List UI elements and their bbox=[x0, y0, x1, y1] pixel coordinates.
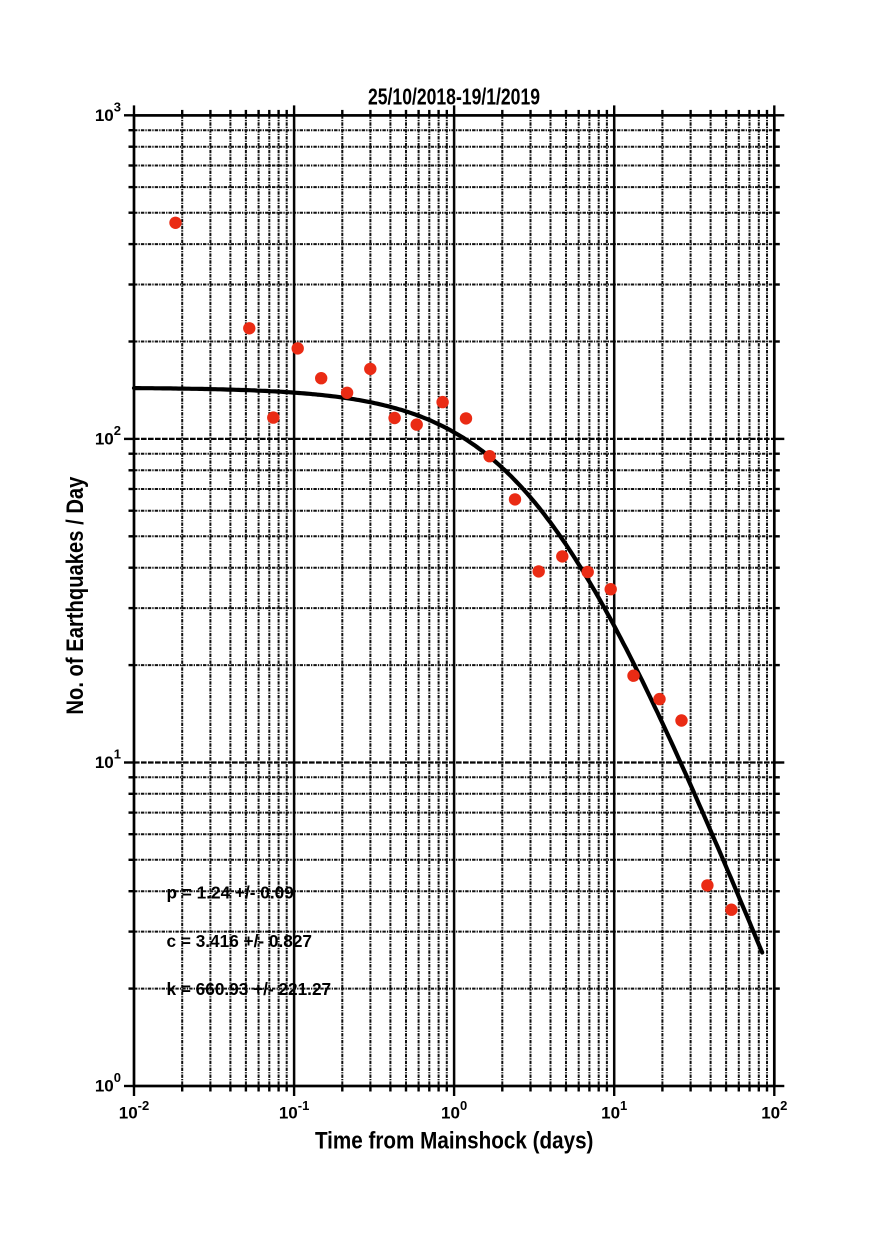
svg-text:p = 1.24 +/- 0.09: p = 1.24 +/- 0.09 bbox=[167, 883, 294, 903]
svg-text:k = 660.93 +/- 221.27: k = 660.93 +/- 221.27 bbox=[167, 979, 332, 999]
svg-text:No. of Earthquakes / Day: No. of Earthquakes / Day bbox=[62, 476, 89, 715]
svg-text:Time from Mainshock (days): Time from Mainshock (days) bbox=[315, 1128, 594, 1155]
svg-text:25/10/2018-19/1/2019: 25/10/2018-19/1/2019 bbox=[368, 84, 540, 110]
svg-text:c = 3.416 +/- 0.827: c = 3.416 +/- 0.827 bbox=[167, 931, 313, 951]
